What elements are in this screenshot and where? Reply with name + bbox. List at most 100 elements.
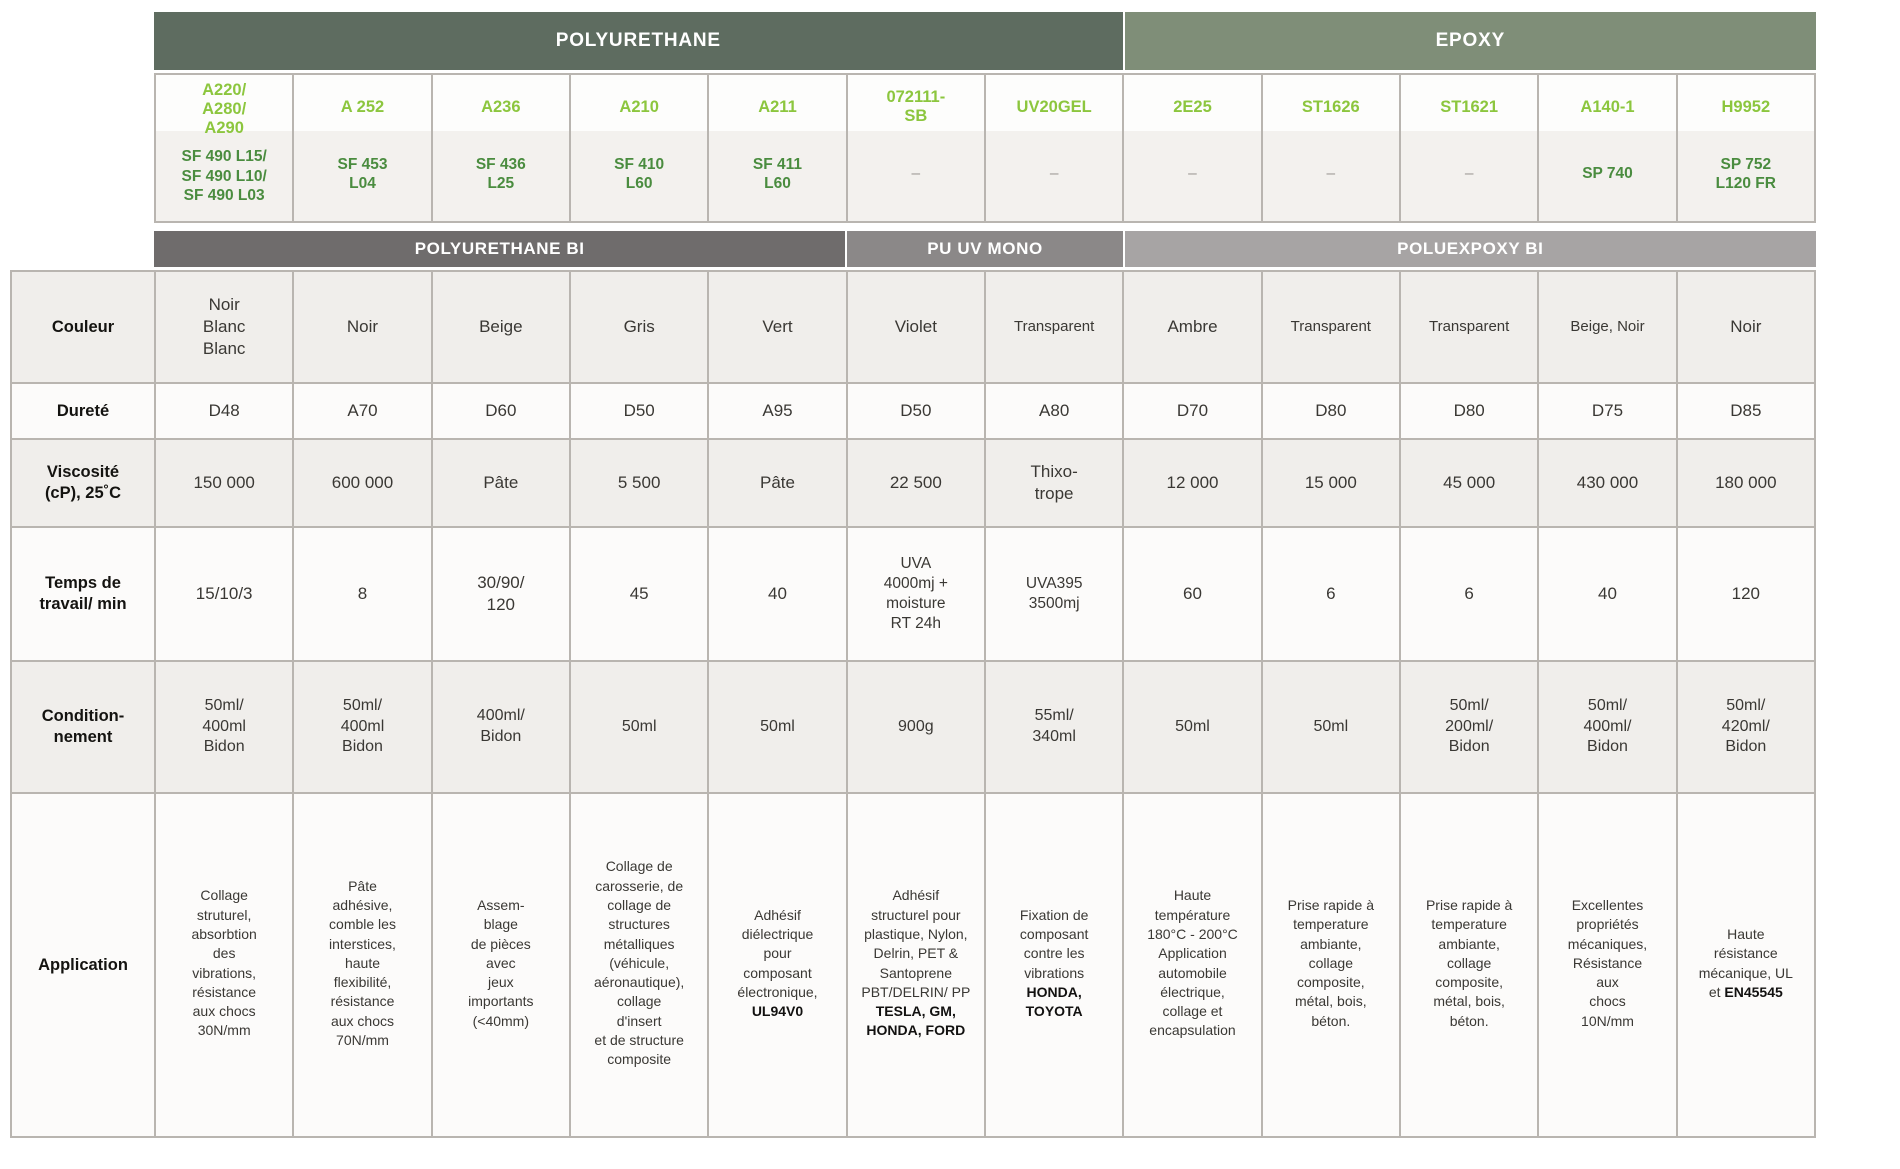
- data-grid: Couleur Noir Blanc Blanc Noir Beige Gris…: [10, 270, 1816, 1138]
- product-header-a220: A220/ A280/ A290 SF 490 L15/ SF 490 L10/…: [156, 75, 293, 221]
- couleur-cell: Ambre: [1124, 272, 1261, 382]
- row-label-couleur: Couleur: [12, 272, 154, 382]
- temps-cell: 6: [1262, 528, 1399, 660]
- application-cell: Pâte adhésive, comble les interstices, h…: [294, 794, 431, 1136]
- product-code: A220/ A280/ A290: [202, 81, 247, 137]
- viscosite-cell: 12 000: [1124, 440, 1261, 526]
- temps-cell: 45: [570, 528, 708, 660]
- product-header-st1626: ST1626 –: [1262, 75, 1399, 221]
- durete-cell: D75: [1539, 384, 1676, 438]
- durete-cell: D48: [156, 384, 293, 438]
- product-header-h9952: H9952 SP 752 L120 FR: [1677, 75, 1814, 221]
- conditionnement-cell: 50ml: [709, 662, 846, 792]
- product-comparison-table: POLYURETHANE EPOXY A220/ A280/ A290 SF 4…: [10, 12, 1816, 1138]
- conditionnement-cell: 50ml/ 200ml/ Bidon: [1400, 662, 1538, 792]
- viscosite-cell: Thixo- trope: [985, 440, 1123, 526]
- temps-cell: 30/90/ 120: [432, 528, 569, 660]
- temps-cell: 40: [1539, 528, 1676, 660]
- couleur-cell: Transparent: [985, 272, 1123, 382]
- product-ref: –: [911, 165, 921, 183]
- product-code: 072111- SB: [886, 88, 946, 125]
- viscosite-cell: 180 000: [1677, 440, 1814, 526]
- application-cell: Prise rapide à temperature ambiante, col…: [1400, 794, 1538, 1136]
- couleur-cell: Noir: [294, 272, 431, 382]
- durete-cell: A95: [709, 384, 846, 438]
- temps-cell: UVA 4000mj + moisture RT 24h: [847, 528, 984, 660]
- viscosite-cell: Pâte: [709, 440, 846, 526]
- durete-cell: D85: [1677, 384, 1814, 438]
- product-ref: SF 453 L04: [337, 155, 388, 192]
- product-header-st1621: ST1621 –: [1400, 75, 1538, 221]
- row-label-application: Application: [12, 794, 154, 1136]
- conditionnement-cell: 50ml/ 400ml Bidon: [294, 662, 431, 792]
- product-ref: SP 740: [1582, 165, 1633, 183]
- application-cell: Haute résistance mécanique, UL et EN4554…: [1677, 794, 1814, 1136]
- conditionnement-cell: 55ml/ 340ml: [985, 662, 1123, 792]
- durete-cell: D50: [570, 384, 708, 438]
- couleur-cell: Gris: [570, 272, 708, 382]
- application-cell: Collage de carosserie, de collage de str…: [570, 794, 708, 1136]
- temps-cell: UVA395 3500mj: [985, 528, 1123, 660]
- viscosite-cell: 150 000: [156, 440, 293, 526]
- couleur-cell: Violet: [847, 272, 984, 382]
- temps-cell: 6: [1400, 528, 1538, 660]
- product-header-a236: A236 SF 436 L25: [432, 75, 569, 221]
- conditionnement-cell: 50ml: [1124, 662, 1261, 792]
- type-header-poluexpoxy-bi: POLUEXPOXY BI: [1124, 231, 1816, 267]
- product-code: 2E25: [1173, 97, 1212, 116]
- viscosite-cell: 22 500: [847, 440, 984, 526]
- temps-cell: 15/10/3: [156, 528, 293, 660]
- type-header-pu-uv-mono: PU UV MONO: [847, 231, 1123, 267]
- application-cell: Prise rapide à temperature ambiante, col…: [1262, 794, 1399, 1136]
- product-header-uv20gel: UV20GEL –: [985, 75, 1123, 221]
- product-ref: SF 490 L15/ SF 490 L10/ SF 490 L03: [181, 148, 267, 205]
- application-cell: Fixation de composant contre les vibrati…: [985, 794, 1123, 1136]
- product-ref: SP 752 L120 FR: [1715, 155, 1776, 192]
- temps-cell: 120: [1677, 528, 1814, 660]
- application-cell: Assem- blage de pièces avec jeux importa…: [432, 794, 569, 1136]
- product-ref: –: [1326, 165, 1336, 183]
- couleur-cell: Noir: [1677, 272, 1814, 382]
- group-header-row: POLYURETHANE EPOXY: [154, 12, 1816, 70]
- product-code: UV20GEL: [1016, 97, 1092, 116]
- product-code: A210: [619, 97, 659, 116]
- conditionnement-cell: 50ml/ 420ml/ Bidon: [1677, 662, 1814, 792]
- viscosite-cell: 5 500: [570, 440, 708, 526]
- application-cell: Excellentes propriétés mécaniques, Résis…: [1539, 794, 1676, 1136]
- product-ref: –: [1188, 165, 1197, 183]
- product-ref: –: [1049, 165, 1059, 183]
- product-ref: SF 436 L25: [475, 155, 526, 192]
- couleur-cell: Beige, Noir: [1539, 272, 1676, 382]
- application-cell: Collage struturel, absorbtion des vibrat…: [156, 794, 293, 1136]
- application-cell: Adhésif diélectrique pour composant élec…: [709, 794, 846, 1136]
- durete-cell: D50: [847, 384, 984, 438]
- temps-cell: 60: [1124, 528, 1261, 660]
- conditionnement-cell: 50ml: [1262, 662, 1399, 792]
- temps-cell: 8: [294, 528, 431, 660]
- viscosite-cell: 430 000: [1539, 440, 1676, 526]
- product-code: A140-1: [1580, 97, 1635, 116]
- product-code-row: A220/ A280/ A290 SF 490 L15/ SF 490 L10/…: [154, 73, 1816, 223]
- application-cell: Haute température 180°C - 200°C Applicat…: [1124, 794, 1261, 1136]
- conditionnement-cell: 50ml/ 400ml/ Bidon: [1539, 662, 1676, 792]
- viscosite-cell: 600 000: [294, 440, 431, 526]
- product-code: H9952: [1721, 97, 1771, 116]
- product-code: A211: [758, 97, 797, 116]
- conditionnement-cell: 50ml: [570, 662, 708, 792]
- couleur-cell: Transparent: [1400, 272, 1538, 382]
- type-header-row: POLYURETHANE BI PU UV MONO POLUEXPOXY BI: [154, 231, 1816, 267]
- product-header-2e25: 2E25 –: [1124, 75, 1261, 221]
- product-ref: SF 411 L60: [752, 155, 803, 192]
- durete-cell: A70: [294, 384, 431, 438]
- application-cell: Adhésif structurel pour plastique, Nylon…: [847, 794, 984, 1136]
- product-code: ST1621: [1440, 97, 1499, 116]
- viscosite-cell: Pâte: [432, 440, 569, 526]
- durete-cell: D80: [1262, 384, 1399, 438]
- durete-cell: D70: [1124, 384, 1261, 438]
- product-header-a140-1: A140-1 SP 740: [1539, 75, 1676, 221]
- conditionnement-cell: 400ml/ Bidon: [432, 662, 569, 792]
- product-code: A 252: [340, 97, 385, 116]
- conditionnement-cell: 900g: [847, 662, 984, 792]
- couleur-cell: Transparent: [1262, 272, 1399, 382]
- group-header-epoxy: EPOXY: [1124, 12, 1816, 70]
